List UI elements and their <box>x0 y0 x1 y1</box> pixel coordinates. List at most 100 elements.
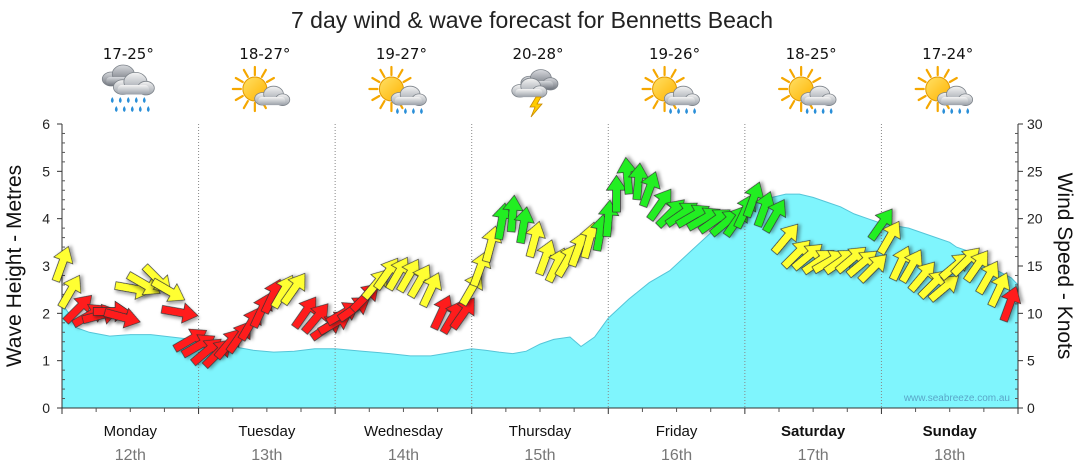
wind-arrow <box>449 297 475 331</box>
temperature-label: 18-27° <box>239 45 290 63</box>
day-date: 15th <box>524 447 555 464</box>
sun-ray <box>917 76 927 84</box>
sun-shower-icon <box>914 65 974 114</box>
wind-arrow <box>753 191 776 228</box>
sun-shower-icon <box>368 65 427 114</box>
cloud-base <box>667 97 695 106</box>
rain-drop <box>821 108 825 114</box>
watermark: www.seabreeze.com.au <box>903 393 1010 404</box>
temperature-label: 19-26° <box>649 45 700 63</box>
day-date: 14th <box>388 447 419 464</box>
y-right-tick-label: 5 <box>1027 353 1035 369</box>
chart-title: 7 day wind & wave forecast for Bennetts … <box>291 7 773 33</box>
rain-drop <box>122 106 126 112</box>
y-axis-right-label: Wind Speed - Knots <box>1053 173 1076 360</box>
rain-drop <box>420 108 423 114</box>
wind-arrow <box>150 277 186 302</box>
y-right-tick-label: 15 <box>1027 258 1043 274</box>
sun-ray <box>234 94 244 102</box>
y-left-tick-label: 5 <box>42 163 50 179</box>
rain-drop <box>805 108 809 114</box>
cloud-icon <box>663 85 700 106</box>
sun-ray <box>652 100 659 110</box>
weather-icons <box>101 64 974 118</box>
sun-ray <box>780 94 791 102</box>
sun-ray <box>925 68 932 78</box>
sun-ray <box>675 76 685 84</box>
wind-arrow <box>770 223 799 256</box>
wind-arrow <box>987 272 1011 309</box>
rain-drop <box>130 106 134 112</box>
rain-drop <box>138 106 142 112</box>
sun-ray <box>780 76 791 84</box>
sun-ray <box>371 94 381 102</box>
day-name-sunday: Sunday <box>923 423 978 440</box>
y-right-tick-label: 25 <box>1027 163 1043 179</box>
wind-arrow <box>51 245 74 283</box>
sun-ray <box>644 94 654 102</box>
sun-ray <box>379 100 386 110</box>
wind-arrow <box>125 271 161 296</box>
rain-drop <box>693 108 696 114</box>
rain-drop <box>942 108 946 114</box>
wind-arrow <box>502 194 524 233</box>
storm-icon <box>511 69 559 118</box>
rain-drop <box>114 106 118 112</box>
wind-arrow <box>907 261 935 294</box>
axis-ticks: 0 1 2 3 4 5 6 0 5 10 15 20 25 30 <box>42 116 1043 416</box>
wind-arrow <box>927 275 960 303</box>
wind-arrow <box>160 302 199 324</box>
wind-arrow <box>646 188 672 222</box>
wind-arrow <box>419 272 442 309</box>
rain-drop <box>677 108 680 114</box>
sun-ray <box>402 76 412 84</box>
wind-arrow <box>605 174 628 213</box>
rain-drop <box>669 108 672 114</box>
wind-arrow <box>430 294 453 331</box>
rain-drop <box>958 108 962 114</box>
wind-arrow <box>898 249 923 284</box>
sun-ray <box>925 100 932 110</box>
wind-arrow <box>963 250 989 284</box>
sun-ray <box>789 68 796 78</box>
day-name-friday: Friday <box>656 423 698 440</box>
rain-drop <box>685 108 688 114</box>
cloud-base <box>258 97 286 106</box>
cloud-icon <box>511 77 548 98</box>
sun-ray <box>265 76 276 84</box>
temperature-label: 17-24° <box>922 45 973 63</box>
wind-arrow <box>396 258 421 294</box>
cloud-base <box>117 85 150 95</box>
y-left-tick-label: 4 <box>42 211 50 227</box>
rain-drop <box>404 108 407 114</box>
temperature-label: 20-28° <box>512 45 563 63</box>
rain-drop <box>118 97 122 103</box>
y-right-tick-label: 0 <box>1027 400 1035 416</box>
sun-ray <box>379 68 386 78</box>
sun-ray <box>943 68 950 78</box>
wind-arrow <box>280 272 306 307</box>
wind-arrow <box>762 199 787 234</box>
lightning-bolt <box>529 96 543 118</box>
sun-ray <box>789 100 796 110</box>
y-left-tick-label: 0 <box>42 400 50 416</box>
day-date: 12th <box>115 447 146 464</box>
day-date: 16th <box>661 447 692 464</box>
day-name-thursday: Thursday <box>509 423 572 440</box>
sun-cloud-icon <box>231 65 291 113</box>
day-name-monday: Monday <box>104 423 158 440</box>
sun-shower-icon <box>641 65 700 114</box>
y-left-tick-label: 2 <box>42 305 50 321</box>
sun-ray <box>652 68 659 78</box>
wind-arrow <box>300 303 329 335</box>
sun-ray <box>242 68 249 78</box>
sun-ray <box>397 68 404 78</box>
rain-drop <box>134 97 138 103</box>
wind-arrows <box>51 156 1022 370</box>
sun-shower-icon <box>778 65 837 114</box>
sun-ray <box>812 76 822 84</box>
day-name-tuesday: Tuesday <box>238 423 295 440</box>
wind-arrow <box>742 181 765 219</box>
